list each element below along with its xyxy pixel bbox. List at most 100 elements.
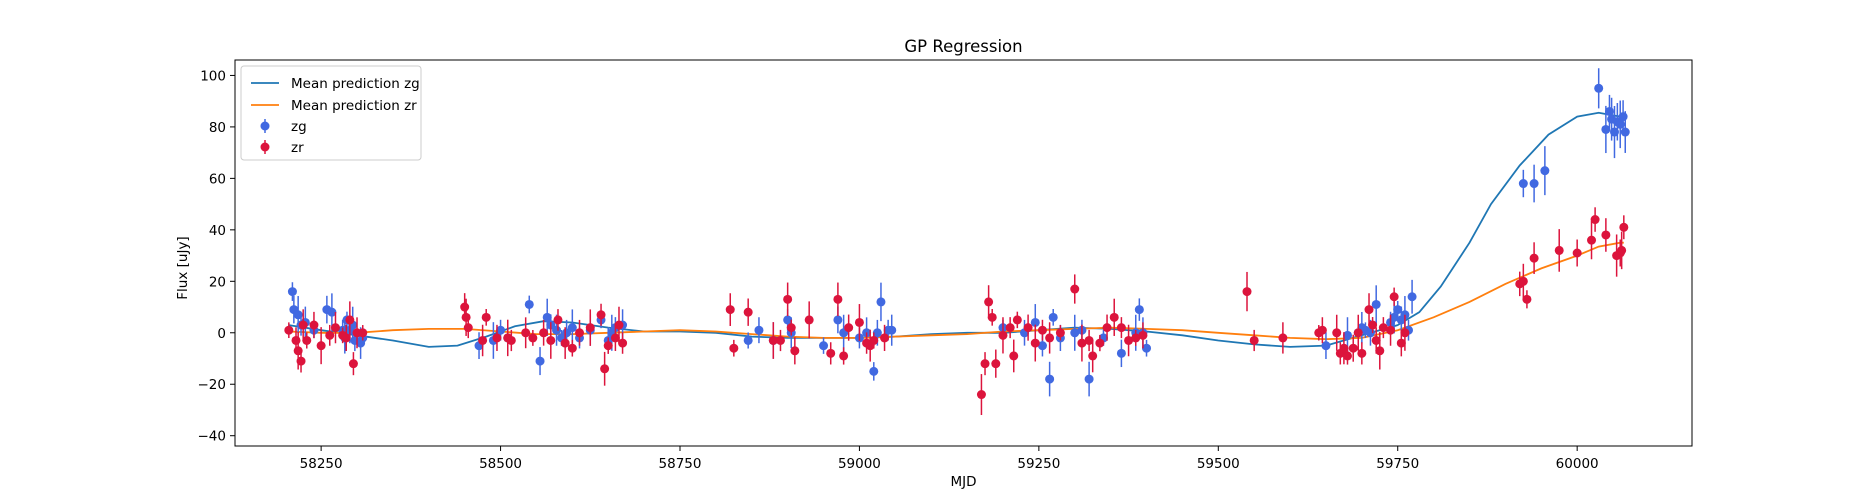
y-tick-label: 60: [209, 171, 226, 187]
x-tick-label: 58750: [659, 456, 702, 472]
data-point-zr: [1590, 215, 1600, 225]
data-point-zr: [291, 335, 301, 345]
data-point-zg: [1393, 305, 1403, 315]
data-point-zr: [1529, 253, 1539, 263]
data-point-zr: [618, 338, 628, 348]
data-point-zr: [1084, 335, 1094, 345]
data-point-zr: [1378, 323, 1388, 333]
data-point-zg: [1365, 328, 1375, 338]
data-point-zr: [775, 335, 785, 345]
data-point-zg: [1142, 343, 1152, 353]
data-point-zg: [1321, 341, 1331, 351]
data-point-zr: [804, 315, 814, 325]
data-point-zr: [585, 323, 595, 333]
x-tick-label: 59000: [838, 456, 881, 472]
x-tick-label: 60000: [1556, 456, 1599, 472]
data-point-zg: [1604, 106, 1614, 116]
data-point-zg: [1518, 179, 1528, 189]
data-point-zr: [309, 320, 319, 330]
data-point-zg: [1389, 312, 1399, 322]
data-point-zr: [302, 335, 312, 345]
x-tick-label: 59500: [1197, 456, 1240, 472]
data-point-zr: [1371, 335, 1381, 345]
data-point-zg: [783, 315, 793, 325]
data-point-zg: [1601, 124, 1611, 134]
data-point-zg: [1084, 374, 1094, 384]
data-point-zr: [1109, 312, 1119, 322]
data-point-zr: [1124, 335, 1134, 345]
data-point-zr: [783, 294, 793, 304]
y-axis-label: Flux [uJy]: [175, 236, 191, 299]
data-point-zg: [1407, 292, 1417, 302]
data-point-zg: [535, 356, 545, 366]
data-point-zr: [1045, 333, 1055, 343]
data-point-zr: [729, 343, 739, 353]
data-point-zg: [1342, 330, 1352, 340]
data-point-zr: [575, 328, 585, 338]
data-point-zr: [1012, 315, 1022, 325]
data-point-zr: [1055, 328, 1065, 338]
data-point-zr: [1353, 328, 1363, 338]
data-point-zr: [546, 335, 556, 345]
data-point-zr: [603, 341, 613, 351]
data-point-zr: [1030, 338, 1040, 348]
data-point-zr: [1005, 323, 1015, 333]
data-point-zg: [1037, 341, 1047, 351]
data-point-zr: [991, 359, 1001, 369]
data-point-zg: [754, 325, 764, 335]
data-point-zr: [768, 335, 778, 345]
data-point-zr: [614, 320, 624, 330]
data-point-zr: [1348, 343, 1358, 353]
data-point-zr: [539, 328, 549, 338]
data-point-zr: [461, 312, 471, 322]
data-point-zr: [1339, 343, 1349, 353]
data-point-zg: [1070, 328, 1080, 338]
data-point-zr: [854, 317, 864, 327]
data-point-zr: [348, 359, 358, 369]
y-axis: −40 −20 0 20 40 60 80 100: [198, 68, 235, 445]
x-tick-label: 59750: [1376, 456, 1419, 472]
data-point-zg: [1030, 317, 1040, 327]
x-tick-label: 58250: [300, 456, 343, 472]
data-point-zg: [567, 323, 577, 333]
data-point-zg: [1048, 312, 1058, 322]
data-point-zr: [316, 341, 326, 351]
data-point-zr: [1572, 248, 1582, 258]
x-tick-label: 59250: [1017, 456, 1060, 472]
data-point-zr: [460, 302, 470, 312]
series-points-zr: [284, 207, 1629, 416]
y-tick-label: −40: [198, 429, 227, 445]
legend-swatch-marker: [260, 142, 270, 152]
data-point-zr: [844, 323, 854, 333]
series-line-mean-prediction-zr: [288, 241, 1624, 341]
data-point-zg: [833, 315, 843, 325]
plot-area: [234, 59, 1693, 447]
data-point-zr: [725, 305, 735, 315]
data-point-zr: [1037, 325, 1047, 335]
data-point-zg: [1620, 127, 1630, 137]
data-point-zr: [560, 338, 570, 348]
data-point-zr: [1357, 348, 1367, 358]
data-point-zg: [1045, 374, 1055, 384]
y-tick-label: 0: [217, 326, 226, 342]
data-point-zr: [600, 364, 610, 374]
data-point-zg: [887, 325, 897, 335]
data-point-zr: [1332, 328, 1342, 338]
data-point-zr: [492, 333, 502, 343]
data-point-zg: [552, 325, 562, 335]
data-point-zr: [528, 333, 538, 343]
data-point-zr: [1617, 245, 1627, 255]
x-tick-label: 58500: [479, 456, 522, 472]
data-point-zr: [1131, 333, 1141, 343]
data-point-zr: [1554, 245, 1564, 255]
data-point-zr: [284, 325, 294, 335]
data-point-zr: [1375, 346, 1385, 356]
chart-title: GP Regression: [904, 37, 1022, 56]
data-point-zg: [1529, 179, 1539, 189]
data-point-zr: [1102, 323, 1112, 333]
data-point-zr: [567, 343, 577, 353]
data-point-zr: [869, 335, 879, 345]
data-point-zr: [1242, 287, 1252, 297]
data-point-zr: [790, 346, 800, 356]
